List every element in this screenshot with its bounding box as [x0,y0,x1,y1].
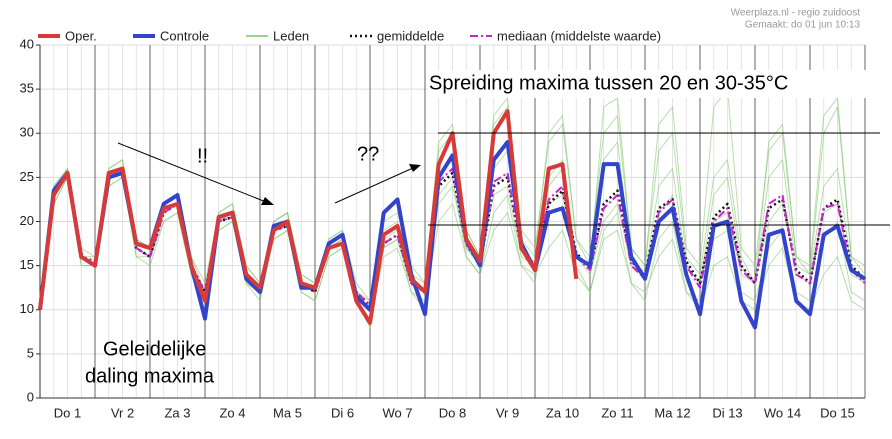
series-line [39,167,866,310]
x-tick-label: Do 15 [820,405,855,420]
legend-label: gemiddelde [377,28,444,43]
x-tick-label: Vr 9 [496,405,519,420]
arrow [334,167,414,204]
y-tick-label: 10 [20,301,34,316]
x-tick-label: Za 3 [164,405,190,420]
y-tick-label: 20 [20,213,34,228]
arrow [117,142,267,203]
legend: Oper. Controle Leden gemiddelde mediaan (mid… [38,28,661,43]
annotation: !! [197,145,208,167]
annotation: Geleidelijke [103,338,206,360]
annotation-layer: !! ?? Spreiding maxima tussen 20 en 30-3… [85,8,890,387]
legend-label: Controle [160,28,209,43]
x-tick-label: Wo 7 [382,405,412,420]
y-tick-label: 35 [20,81,34,96]
legend-label: Leden [273,28,309,43]
x-tick-label: Wo 14 [764,405,801,420]
y-tick-label: 5 [27,345,34,360]
x-tick-label: Ma 5 [273,405,302,420]
x-tick-label: Ma 12 [654,405,690,420]
x-tick-label: Do 8 [439,405,466,420]
x-tick-label: Vr 2 [111,405,134,420]
x-tick-label: Zo 11 [601,405,633,420]
created: Gemaakt: do 01 jun 10:13 [745,20,861,31]
label-bg [428,70,883,98]
series-line [38,140,867,330]
grid: 0 5 10 15 20 25 30 35 40 Do 1 Vr 2 Za 3 Zo 4 Ma 5 Di 6… [20,36,866,420]
y-tick-label: 15 [20,257,34,272]
y-tick-label: 0 [27,389,34,404]
legend-label: Oper. [65,28,97,43]
x-tick-label: Di 13 [712,405,742,420]
series-line [38,109,579,325]
annotation: ?? [357,143,379,165]
x-tick-label: Do 1 [54,405,81,420]
annotation: Spreiding maxima tussen 20 en 30-35°C [429,72,788,94]
x-tick-label: Di 6 [331,405,354,420]
x-tick-label: Za 10 [546,405,579,420]
source: Weerplaza.nl - regio zuidoost [731,8,861,19]
arrow-head [261,197,274,205]
annotation: daling maxima [85,365,215,387]
y-tick-label: 40 [20,36,34,51]
y-tick-label: 30 [20,125,34,140]
legend-label: mediaan (middelste waarde) [497,28,661,43]
arrow-head [409,164,421,172]
x-tick-label: Zo 4 [219,405,245,420]
y-tick-label: 25 [20,169,34,184]
